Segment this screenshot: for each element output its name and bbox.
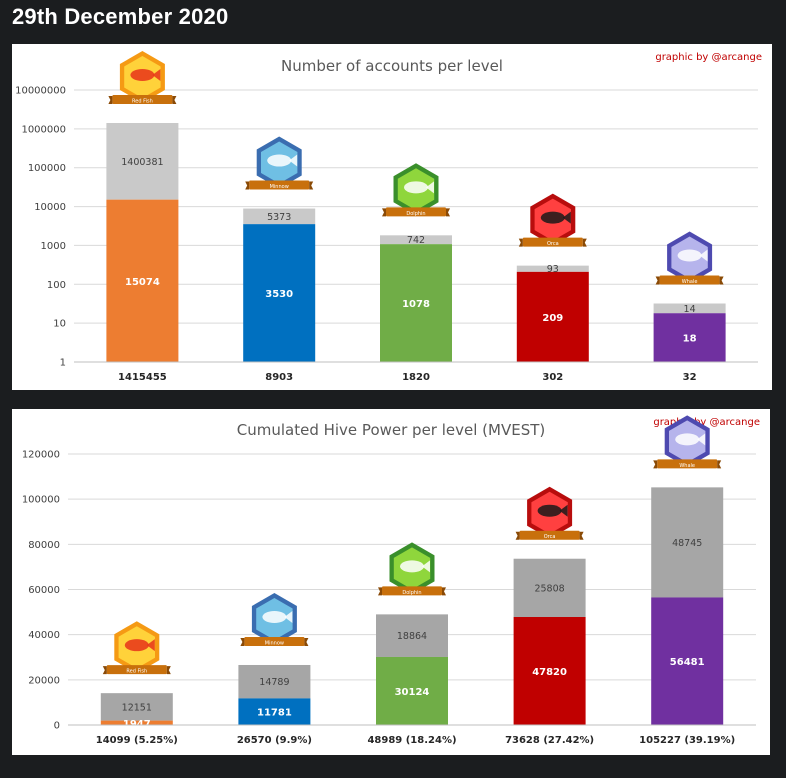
- data-label-level: 1078: [402, 299, 430, 310]
- x-tick-label: 105227 (39.19%): [639, 735, 735, 746]
- y-tick-label: 120000: [22, 450, 60, 461]
- bar-segment-level: [516, 271, 589, 362]
- badge-label: Dolphin: [406, 211, 425, 217]
- y-tick-label: 100000: [22, 495, 60, 506]
- data-label-level: 3530: [265, 289, 293, 300]
- badge-label: Orca: [547, 241, 559, 247]
- bar-segment-other: [106, 122, 179, 200]
- bar-segment-other: [100, 693, 173, 721]
- bar-segment-other: [513, 558, 586, 618]
- bar-segment-level: [653, 313, 726, 362]
- data-label-level: 11781: [257, 708, 292, 719]
- data-label-other: 93: [547, 264, 559, 275]
- bar-segment-other: [653, 303, 726, 314]
- bar-segment-other: [376, 614, 448, 657]
- x-tick-label: 14099 (5.25%): [96, 735, 178, 746]
- chart-title: Cumulated Hive Power per level (MVEST): [236, 421, 546, 439]
- bar-segment-level: [238, 698, 311, 725]
- badge-red-fish: Red Fish: [108, 51, 177, 104]
- bar-segment-level: [243, 224, 316, 362]
- page-title: 29th December 2020: [12, 4, 229, 29]
- badge-whale: Whale: [653, 415, 722, 469]
- y-tick-label: 100: [47, 280, 66, 291]
- y-tick-label: 100000: [28, 163, 66, 174]
- bar-segment-level: [513, 617, 586, 725]
- badge-whale: Whale: [655, 231, 724, 285]
- badge-orca: Orca: [518, 193, 587, 247]
- data-label-other: 25808: [534, 583, 564, 594]
- badge-label: Red Fish: [132, 98, 153, 104]
- badge-dolphin: Dolphin: [382, 163, 450, 217]
- data-label-other: 14: [684, 304, 696, 315]
- bar-segment-level: [106, 199, 179, 362]
- data-label-other: 12151: [122, 702, 152, 713]
- bar-segment-other: [380, 235, 452, 245]
- accounts-chart: 1 10 100 1000 10000 100000 1000000 10000000 1507…: [15, 51, 758, 383]
- badge-label: Whale: [679, 463, 695, 469]
- x-tick-label: 32: [683, 372, 697, 383]
- data-label-level: 209: [542, 313, 563, 324]
- chart-credit: graphic by @arcange: [653, 417, 760, 428]
- bar-segment-level: [376, 656, 448, 725]
- y-tick-label: 20000: [28, 675, 60, 686]
- data-label-other: 14789: [259, 677, 289, 688]
- y-tick-label: 40000: [28, 630, 60, 641]
- data-label-level: 18: [683, 334, 697, 345]
- badge-red-fish: Red Fish: [102, 621, 171, 675]
- data-label-other: 18864: [397, 631, 427, 642]
- badge-label: Orca: [544, 534, 556, 540]
- data-label-other: 1400381: [121, 157, 163, 168]
- data-label-other: 48745: [672, 538, 702, 549]
- bar-segment-level: [651, 597, 724, 725]
- badge-label: Minnow: [270, 184, 289, 190]
- hive-power-chart-panel: Cumulated Hive Power per level (MVEST) g…: [12, 409, 770, 755]
- y-tick-label: 10000000: [15, 86, 66, 97]
- badge-label: Minnow: [265, 640, 284, 646]
- data-label-other: 5373: [267, 212, 291, 223]
- badge-orca: Orca: [515, 486, 584, 540]
- data-label-level: 56481: [670, 657, 705, 668]
- x-tick-label: 48989 (18.24%): [367, 735, 456, 746]
- bar-segment-other: [238, 664, 311, 699]
- y-tick-label: 60000: [28, 585, 60, 596]
- x-tick-label: 26570 (9.9%): [237, 735, 312, 746]
- x-tick-label: 73628 (27.42%): [505, 735, 594, 746]
- y-tick-label: 0: [54, 721, 60, 732]
- data-label-other: 742: [407, 235, 425, 246]
- y-tick-label: 80000: [28, 540, 60, 551]
- badge-label: Whale: [682, 279, 698, 285]
- bar-segment-level: [380, 244, 452, 362]
- badge-minnow: Minnow: [240, 593, 309, 646]
- x-tick-label: 1415455: [118, 372, 167, 383]
- data-label-level: 47820: [532, 667, 567, 678]
- bar-segment-level: [100, 720, 173, 725]
- accounts-chart-panel: Number of accounts per level graphic by …: [12, 44, 772, 390]
- data-label-level: 15074: [125, 277, 160, 288]
- x-tick-label: 8903: [265, 372, 293, 383]
- hive-power-chart: 0 20000 40000 60000 80000 100000 120000 1947 121…: [22, 415, 756, 746]
- badge-label: Red Fish: [126, 669, 147, 675]
- y-tick-label: 1000: [41, 241, 66, 252]
- data-label-level: 1947: [123, 719, 151, 730]
- bar-segment-other: [516, 265, 589, 272]
- data-label-level: 30124: [395, 687, 430, 698]
- x-tick-label: 302: [542, 372, 563, 383]
- badge-minnow: Minnow: [245, 136, 314, 190]
- bar-segment-other: [651, 487, 724, 598]
- y-tick-label: 1: [60, 358, 66, 369]
- bar-segment-other: [243, 208, 316, 225]
- chart-title: Number of accounts per level: [281, 57, 503, 75]
- y-tick-label: 10000: [34, 202, 66, 213]
- x-tick-label: 1820: [402, 372, 430, 383]
- y-tick-label: 10: [53, 319, 66, 330]
- chart-credit: graphic by @arcange: [655, 52, 762, 63]
- badge-dolphin: Dolphin: [378, 542, 446, 596]
- y-tick-label: 1000000: [21, 124, 66, 135]
- badge-label: Dolphin: [402, 590, 421, 596]
